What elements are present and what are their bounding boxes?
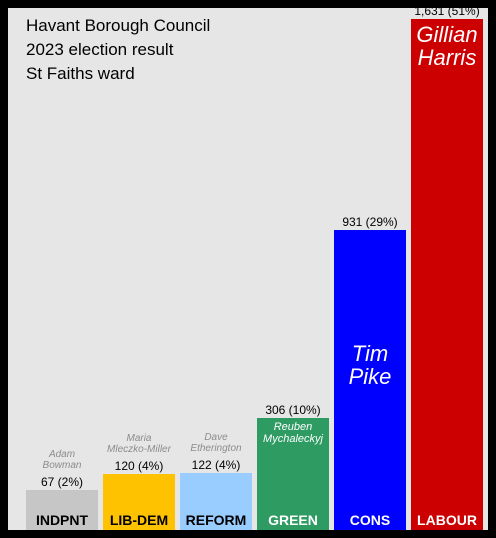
council-title: Havant Borough Council [26,16,211,35]
chart-panel: Havant Borough Council 2023 election res… [8,8,488,530]
party-label-labour: LABOUR [411,510,483,530]
election-title: 2023 election result [26,40,174,59]
candidate-name: Tim Pike [348,341,392,390]
candidate-name: Reuben Mychaleckyj [263,421,323,445]
candidate-name: Adam Bowman [42,449,82,471]
party-label-cons: CONS [334,510,406,530]
candidate-name: Maria Mleczko-Miller [107,433,171,455]
bar-green: Reuben Mychaleckyj [257,418,329,510]
bar-labour: Gillian Harris [411,19,483,510]
party-label-reform: REFORM [180,510,252,530]
value-label: 67 (2%) [40,475,84,489]
bar-indpnt [26,490,98,510]
value-label: 306 (10%) [265,403,321,417]
bar-lib-dem [103,474,175,510]
party-label-indpnt: INDPNT [26,510,98,530]
value-label: 931 (29%) [342,215,398,229]
ward-title: St Faiths ward [26,64,135,83]
value-label: 122 (4%) [191,458,241,472]
value-label: 1,631 (51%) [414,8,480,18]
bar-reform [180,473,252,510]
party-label-green: GREEN [257,510,329,530]
candidate-name: Dave Etherington [190,432,242,454]
party-label-lib-dem: LIB-DEM [103,510,175,530]
value-label: 120 (4%) [114,459,164,473]
bar-cons: Tim Pike [334,230,406,510]
candidate-name: Gillian Harris [416,22,478,71]
